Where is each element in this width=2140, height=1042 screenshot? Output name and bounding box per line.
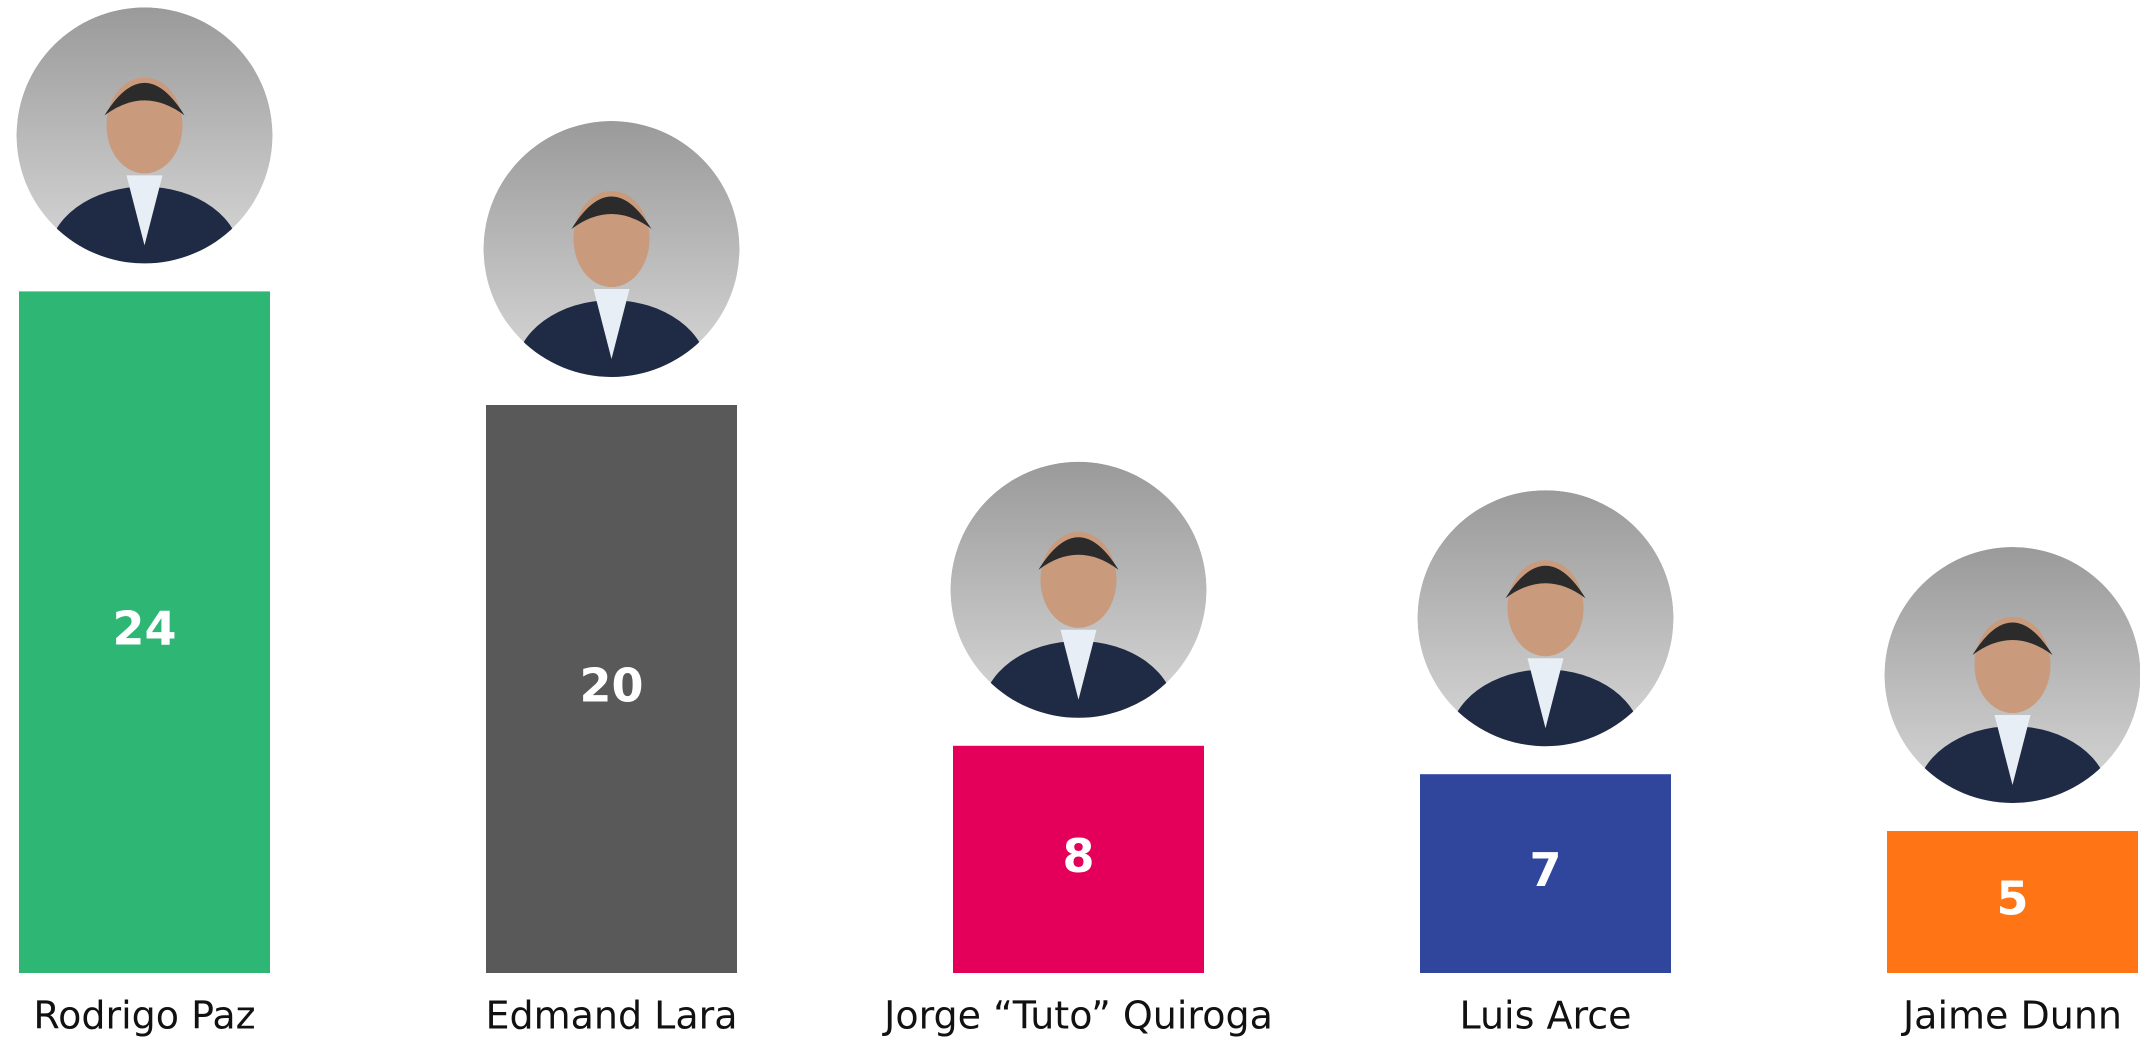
category-label: Edmand Lara xyxy=(485,994,737,1038)
photo-content xyxy=(1885,547,2140,867)
page: 24 Rodrigo Paz 20 Edmand Lara 8 Jorge “Tuto” … xyxy=(0,0,2140,1042)
candidate-photo xyxy=(484,121,740,441)
value-label: 7 xyxy=(1529,843,1561,897)
category-label: Rodrigo Paz xyxy=(33,994,255,1038)
chart: 24 Rodrigo Paz 20 Edmand Lara 8 Jorge “Tuto” … xyxy=(0,0,2140,1042)
category-label: Luis Arce xyxy=(1459,994,1631,1038)
candidate-photo xyxy=(17,7,273,327)
photo-content xyxy=(484,121,740,441)
photo-content xyxy=(951,462,1207,782)
category-label: Jorge “Tuto” Quiroga xyxy=(882,994,1273,1038)
candidate-photo xyxy=(1885,547,2140,867)
category-label: Jaime Dunn xyxy=(1901,994,2122,1038)
value-label: 8 xyxy=(1062,829,1094,883)
value-label: 20 xyxy=(579,659,643,713)
value-label: 5 xyxy=(1996,872,2028,926)
value-label: 24 xyxy=(112,602,176,656)
photo-content xyxy=(1418,490,1674,810)
photo-content xyxy=(17,7,273,327)
candidate-photo xyxy=(951,462,1207,782)
candidate-photo xyxy=(1418,490,1674,810)
